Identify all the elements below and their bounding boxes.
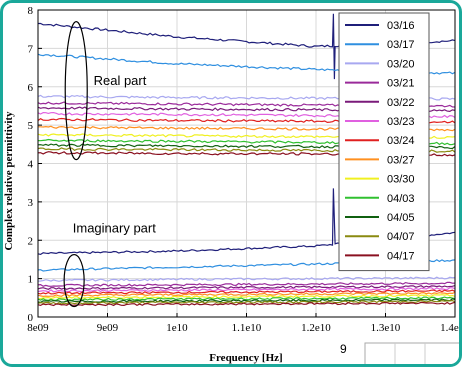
corner-box: 9 [340,342,459,364]
legend-label: 03/21 [387,78,415,90]
y-tick-label: 4 [28,159,34,171]
legend-label: 03/30 [387,174,415,186]
legend-label: 03/20 [387,58,415,70]
real-part-ellipse [64,20,88,161]
y-tick-label: 1 [28,274,34,286]
x-tick-label: 1.4e10 [440,322,459,334]
legend-label: 03/16 [387,20,415,32]
permittivity-chart: 8e09 9e09 1e10 1.1e10 1.2e10 1.3e10 1.4e10 0 1 2 3… [3,5,459,364]
y-axis-label: Complex relative permittivity [3,111,15,251]
series-04-03-imag-line [37,296,456,302]
legend-label: 04/17 [387,250,415,262]
series-03-30-imag-line [38,293,456,300]
plot-border [37,9,456,318]
series-03-20-imag-line [37,276,456,282]
legend-label: 03/27 [387,154,415,166]
y-tick-label: 5 [28,120,34,132]
series-03-27-imag-line [37,291,456,298]
x-tick-label: 1.1e10 [232,322,262,334]
corner-label: 9 [340,342,347,356]
legend-label: 04/03 [387,193,415,205]
x-tick-label: 1.2e10 [301,322,331,334]
y-tick-label: 7 [28,43,34,55]
y-tick-label: 0 [28,312,34,324]
series-04-05-imag-line [37,298,456,304]
y-tick-label: 3 [28,197,34,209]
legend-box [338,12,430,272]
legend-label: 03/17 [387,39,415,51]
series-03-24-imag-line [37,289,456,295]
series-04-17-imag-line [37,301,456,307]
y-tick-label: 8 [28,5,34,17]
y-tick-label: 6 [28,82,34,94]
series-04-07-imag-line [37,299,456,305]
x-axis-label: Frequency [Hz] [209,352,282,364]
x-tick-label: 9e09 [97,322,119,334]
series-03-22-imag-line [37,285,456,290]
series-03-21-imag-line [37,281,456,287]
legend-label: 03/22 [387,97,415,109]
axes: 8e09 9e09 1e10 1.1e10 1.2e10 1.3e10 1.4e10 0 1 2 3… [27,5,459,334]
y-tick-label: 2 [28,235,34,247]
x-tick-label: 8e09 [27,322,49,334]
real-part-annotation: Real part [94,73,147,88]
legend-label: 04/05 [387,212,415,224]
legend-label: 04/07 [387,231,415,243]
legend: 03/16 03/17 03/20 03/21 03/22 03/23 03/24 03/27… [338,12,430,272]
imaginary-part-annotation: Imaginary part [73,221,156,236]
legend-label: 03/23 [387,116,415,128]
annotations: Real part Imaginary part [63,20,156,308]
x-tick-label: 1.3e10 [371,322,401,334]
legend-label: 03/24 [387,135,415,147]
series-03-23-imag-line [37,287,456,293]
imaginary-part-ellipse [63,253,85,308]
x-tick-label: 1e10 [166,322,188,334]
